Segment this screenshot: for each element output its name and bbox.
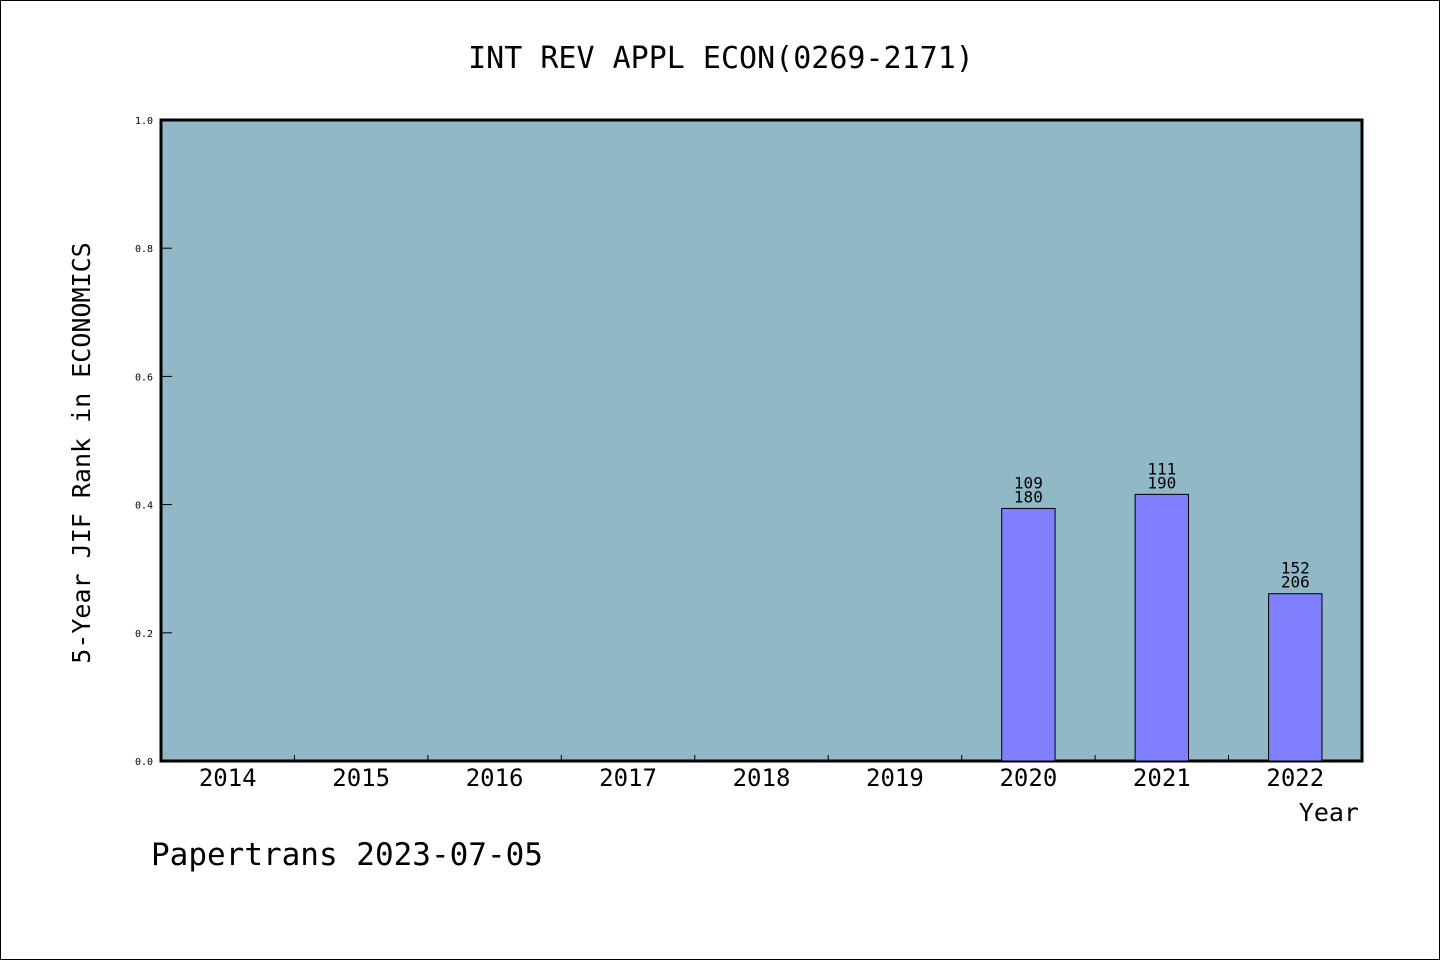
x-tick-label: 2020 [999, 764, 1057, 792]
y-axis: 0.0 0.2 0.4 0.6 0.8 1.0 [135, 116, 172, 768]
x-tick-label: 2016 [466, 764, 524, 792]
y-tick-label: 0.2 [135, 629, 153, 640]
bar-total-label: 180 [1014, 487, 1043, 506]
bar-rank-label: 152 [1281, 559, 1310, 578]
x-tick-label: 2018 [733, 764, 791, 792]
x-tick-label: 2017 [599, 764, 657, 792]
bar [1001, 507, 1056, 762]
x-tick-label: 2014 [199, 764, 257, 792]
bar-rank-label: 111 [1147, 459, 1176, 478]
y-axis-label: 5-Year JIF Rank in ECONOMICS [67, 242, 96, 663]
bar-rank-label: 109 [1014, 473, 1043, 492]
x-tick-label: 2019 [866, 764, 924, 792]
y-tick-label: 0.8 [135, 244, 153, 255]
bar [1268, 593, 1323, 762]
x-tick-label: 2022 [1266, 764, 1324, 792]
y-tick-label: 0.6 [135, 372, 153, 383]
x-axis: 2014 2015 2016 2017 2018 2019 2020 2021 2022 [199, 755, 1324, 792]
x-tick-label: 2021 [1133, 764, 1191, 792]
bar-total-label: 190 [1147, 473, 1176, 492]
x-axis-label: Year [1299, 798, 1359, 827]
bar-series [1001, 493, 1323, 762]
y-tick-label: 0.4 [135, 501, 153, 512]
x-tick-label: 2015 [332, 764, 390, 792]
chart-title: INT REV APPL ECON(0269-2171) [468, 41, 974, 76]
bar [1134, 493, 1190, 762]
bar-total-label: 206 [1281, 573, 1310, 592]
footer-credit: Papertrans 2023-07-05 [151, 837, 543, 873]
y-tick-label: 0.0 [135, 757, 153, 768]
y-tick-label: 1.0 [135, 116, 153, 127]
